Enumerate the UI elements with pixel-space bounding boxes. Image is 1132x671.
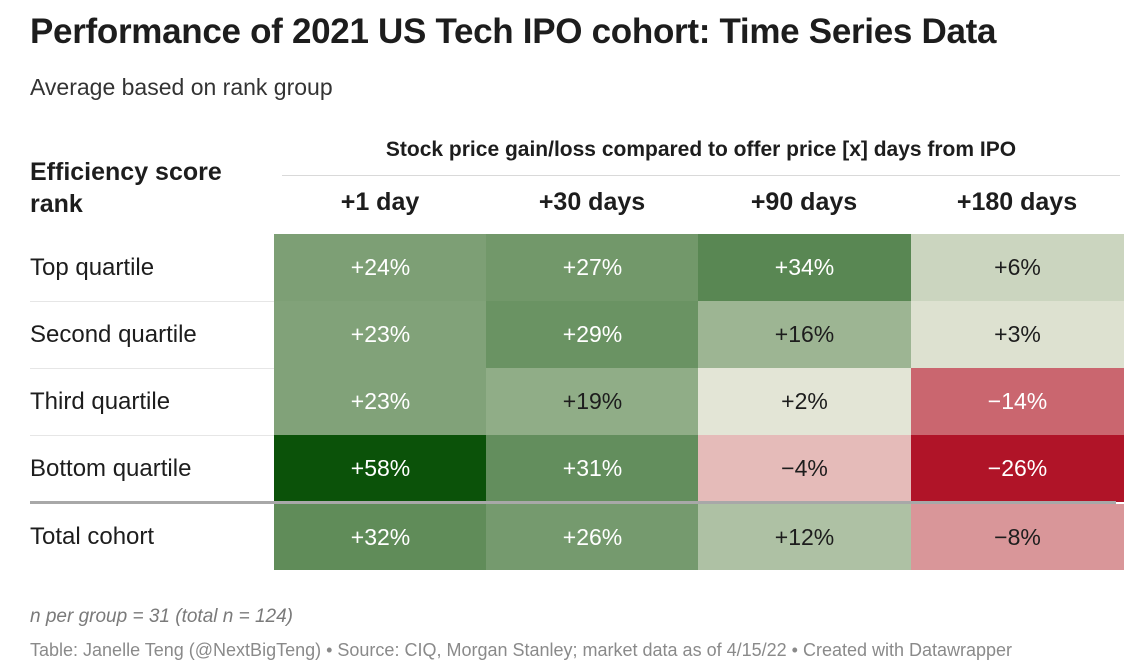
row-header: Efficiency score rank [30, 158, 222, 218]
chart-subtitle: Average based on rank group [30, 74, 333, 100]
total-divider [30, 501, 1116, 504]
heatmap-cell: +26% [486, 504, 699, 570]
heatmap-cell: +29% [486, 301, 699, 368]
heatmap-cell: +3% [911, 301, 1124, 368]
row-label: Second quartile [30, 320, 197, 348]
row-label: Total cohort [30, 523, 155, 550]
column-group-divider [282, 175, 1120, 176]
heatmap-cell: +23% [274, 368, 487, 435]
heatmap-cell: +2% [698, 368, 911, 435]
heatmap-cell: +34% [698, 234, 911, 301]
sample-note: n per group = 31 (total n = 124) [30, 606, 294, 627]
chart-title: Performance of 2021 US Tech IPO cohort: … [30, 12, 997, 51]
heatmap-cell: +31% [486, 435, 699, 502]
source-credit: Table: Janelle Teng (@NextBigTeng) • Sou… [30, 640, 1013, 660]
heatmap-cell: −26% [911, 435, 1124, 502]
column-header: +1 day [340, 188, 420, 216]
row-label: Top quartile [30, 253, 155, 281]
heatmap-cell: +32% [274, 504, 487, 570]
column-header: +90 days [750, 188, 858, 216]
column-header: +30 days [538, 188, 646, 216]
heatmap-cell: +58% [274, 435, 487, 502]
heatmap-cell: −4% [698, 435, 911, 502]
heatmap-cell: +24% [274, 234, 487, 301]
heatmap-cell: +16% [698, 301, 911, 368]
heatmap-cell: +12% [698, 504, 911, 570]
heatmap-cell: −14% [911, 368, 1124, 435]
heatmap-cell: +27% [486, 234, 699, 301]
column-group-header: Stock price gain/loss compared to offer … [385, 138, 1017, 161]
row-label: Bottom quartile [30, 454, 192, 482]
heatmap-cell: −8% [911, 504, 1124, 570]
heatmap-cell: +6% [911, 234, 1124, 301]
heatmap-cell: +19% [486, 368, 699, 435]
column-header: +180 days [956, 188, 1078, 216]
row-label: Third quartile [30, 387, 171, 415]
heatmap-cell: +23% [274, 301, 487, 368]
